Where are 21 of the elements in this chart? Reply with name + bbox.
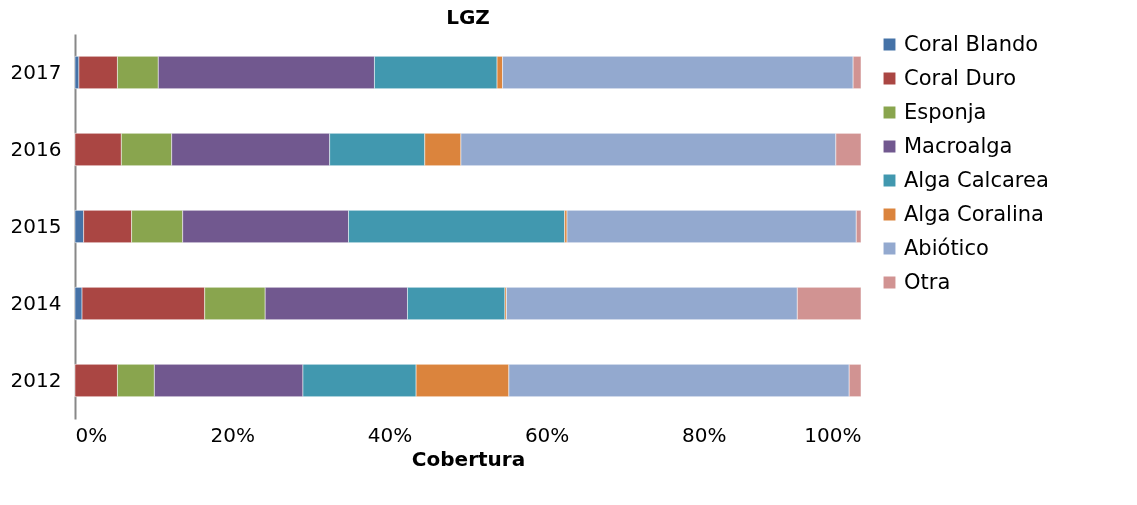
x-tick-label: 60% [524, 422, 570, 447]
legend-label: Coral Duro [904, 65, 1017, 90]
y-tick-label: 2014 [10, 290, 62, 315]
y-tick-label: 2012 [10, 367, 62, 392]
x-tick-label: 20% [210, 422, 255, 447]
legend-label: Otra [904, 269, 951, 294]
x-tick-label: 100% [804, 422, 862, 447]
legend-label: Abiótico [904, 235, 989, 260]
x-tick-label: 0% [75, 422, 108, 447]
x-axis-title: Cobertura [411, 446, 526, 471]
legend-label: Alga Coralina [904, 201, 1044, 226]
y-tick-label: 2016 [10, 136, 62, 161]
y-tick-label: 2017 [10, 59, 62, 84]
legend-label: Coral Blando [904, 31, 1039, 56]
chart-title: LGZ [446, 5, 490, 29]
legend-label: Esponja [904, 99, 987, 124]
legend-label: Alga Calcarea [904, 167, 1049, 192]
x-tick-label: 80% [682, 422, 727, 447]
legend-label: Macroalga [904, 133, 1013, 158]
y-tick-label: 2015 [10, 213, 62, 238]
x-tick-label: 40% [367, 422, 413, 447]
